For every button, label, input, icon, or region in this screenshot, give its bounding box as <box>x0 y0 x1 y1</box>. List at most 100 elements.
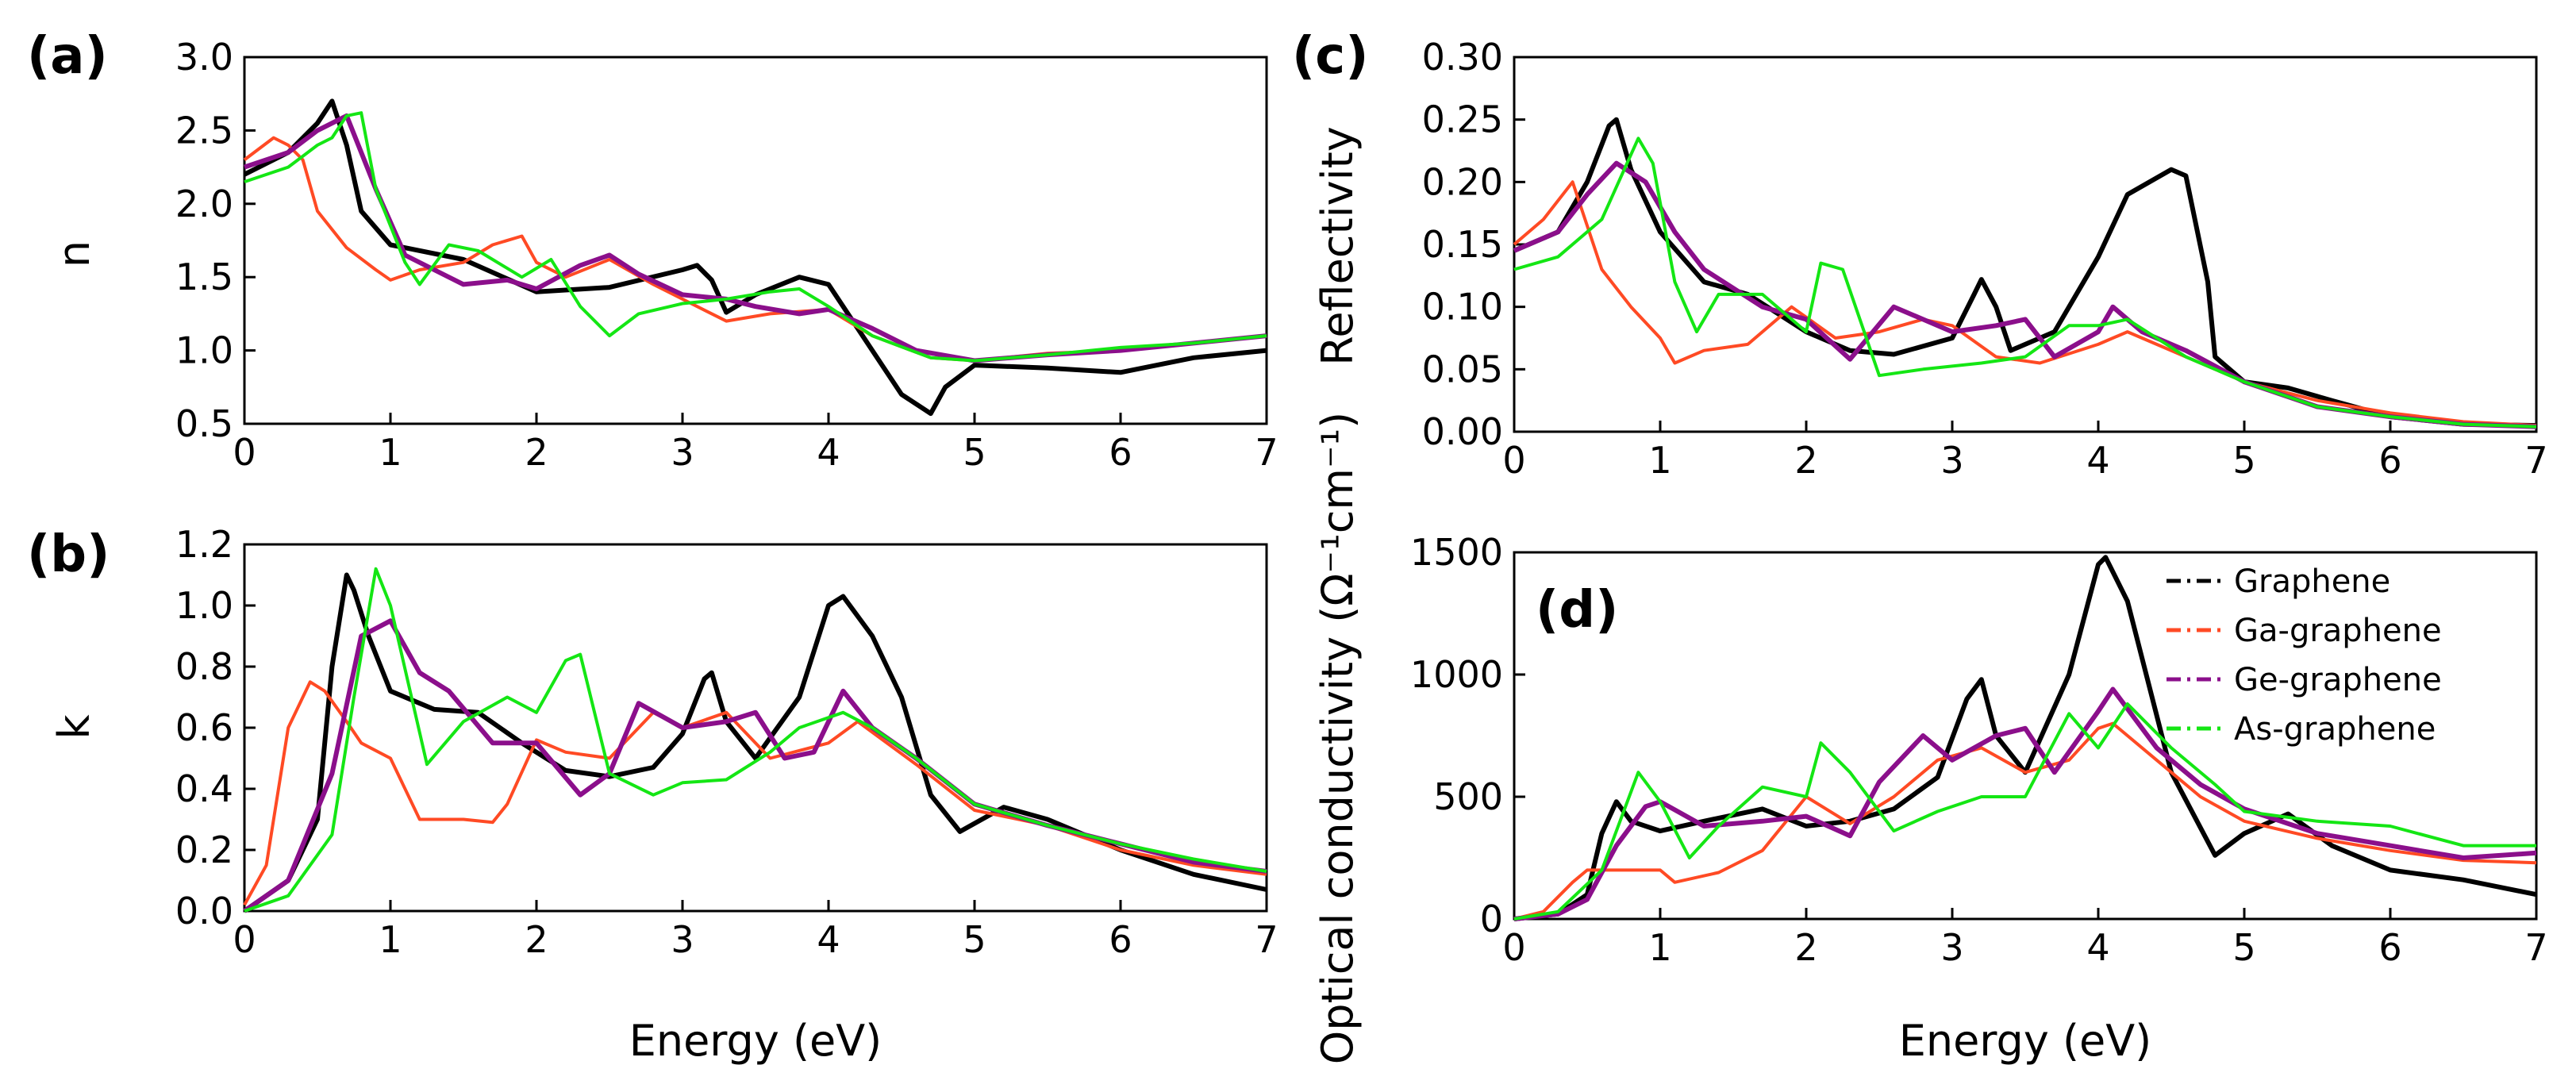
panel-a-ytick-label: 2.5 <box>175 109 233 152</box>
panel-c: 0 1 2 3 4 5 6 7 0.00 0.05 0.10 0.15 0.20 0.25 0.30 (c)… <box>1292 27 2548 482</box>
panel-d-lines <box>1513 555 2537 921</box>
panel-c-ylabel: Reflectivity <box>1313 126 1363 366</box>
panel-b-xtick-label: 7 <box>1255 918 1278 961</box>
legend-label: Ge-graphene <box>2234 662 2442 698</box>
panel-d-ytick-label: 500 <box>1433 775 1503 818</box>
panel-b-xtick-label: 3 <box>671 918 694 961</box>
panel-b-ytick-label: 0.6 <box>175 706 233 749</box>
panel-b-ytick-label: 0.8 <box>175 645 233 688</box>
series-line-as-graphene <box>1513 702 2536 921</box>
panel-a-ylabel: n <box>49 240 99 267</box>
series-line-ge-graphene <box>1513 686 2537 921</box>
panel-b-xlabel: Energy (eV) <box>629 1016 882 1066</box>
series-line-graphene <box>243 98 1267 417</box>
panel-c-ytick-label: 0.10 <box>1422 286 1503 329</box>
panel-b-label: (b) <box>27 525 110 584</box>
series-line-graphene <box>243 572 1267 913</box>
panel-a-ytick-label: 0.5 <box>175 402 233 445</box>
panel-b-lines <box>243 567 1267 913</box>
panel-a-xtick-label: 6 <box>1109 431 1132 474</box>
panel-d-xtick-label: 7 <box>2524 926 2547 969</box>
series-line-ga-graphene <box>1513 721 2537 921</box>
panel-b-xtick-label: 6 <box>1109 918 1132 961</box>
panel-a-xtick-label: 4 <box>817 431 840 474</box>
legend: Graphene Ga-graphene Ge-graphene As-graphen… <box>2167 563 2442 748</box>
panel-c-ytick-label: 0.00 <box>1422 410 1503 453</box>
series-line-ga-graphene <box>243 680 1267 906</box>
series-line-as-graphene <box>1513 136 2537 429</box>
panel-b-ylabel: k <box>49 714 99 740</box>
panel-a-ytick-label: 1.0 <box>175 329 233 372</box>
panel-b-frame <box>243 543 1268 913</box>
panel-b-ytick-label: 1.2 <box>175 523 233 566</box>
legend-label: Ga-graphene <box>2234 613 2442 649</box>
legend-label: As-graphene <box>2234 711 2436 748</box>
panel-a-frame <box>243 56 1268 425</box>
panel-b-xtick-label: 1 <box>379 918 402 961</box>
panel-c-xtick-label: 6 <box>2378 439 2401 482</box>
panel-c-xtick-label: 5 <box>2232 439 2255 482</box>
series-line-ge-graphene <box>1513 160 2537 429</box>
panel-b-xtick-label: 2 <box>525 918 548 961</box>
panel-a-xtick-label: 2 <box>525 431 548 474</box>
series-line-ga-graphene <box>243 136 1267 363</box>
panel-b-ytick-label: 0.0 <box>175 890 233 932</box>
panel-a-xtick-label: 1 <box>379 431 402 474</box>
panel-c-xtick-label: 3 <box>1940 439 1963 482</box>
panel-c-ytick-label: 0.05 <box>1422 348 1503 390</box>
panel-b: 0 1 2 3 4 5 6 7 0.0 0.2 0.4 0.6 0.8 1.0 1.2 (b) k Ener… <box>27 523 1278 1066</box>
panel-a-lines <box>243 98 1267 417</box>
series-line-graphene <box>1513 117 2537 429</box>
panel-d-xtick-label: 1 <box>1648 926 1671 969</box>
panel-b-xtick-label: 5 <box>963 918 986 961</box>
panel-a-ytick-label: 1.5 <box>175 256 233 298</box>
panel-c-xtick-label: 1 <box>1648 439 1671 482</box>
panel-d-ytick-label: 0 <box>1480 898 1503 940</box>
panel-d-ytick-label: 1500 <box>1410 531 1503 574</box>
series-line-as-graphene <box>244 567 1267 913</box>
panel-d-ticks: 0 1 2 3 4 5 6 7 0 500 1000 1500 <box>1410 531 2548 969</box>
panel-b-ticks: 0 1 2 3 4 5 6 7 0.0 0.2 0.4 0.6 0.8 1.0 1.2 <box>175 523 1278 961</box>
panel-c-xtick-label: 2 <box>1794 439 1817 482</box>
panel-b-ytick-label: 1.0 <box>175 584 233 627</box>
panel-d-xtick-label: 5 <box>2232 926 2255 969</box>
panel-c-xtick-label: 0 <box>1502 439 1525 482</box>
panel-b-ytick-label: 0.4 <box>175 767 233 810</box>
series-line-ge-graphene <box>243 618 1267 913</box>
panel-a-xtick-label: 7 <box>1255 431 1278 474</box>
panel-d-label: (d) <box>1536 581 1618 640</box>
panel-c-ytick-label: 0.15 <box>1422 223 1503 266</box>
panel-c-xtick-label: 4 <box>2086 439 2109 482</box>
panel-d-xtick-label: 3 <box>1940 926 1963 969</box>
panel-d-xtick-label: 2 <box>1794 926 1817 969</box>
panel-d-xlabel: Energy (eV) <box>1899 1016 2152 1066</box>
panel-c-ytick-label: 0.20 <box>1422 160 1503 203</box>
panel-c-ytick-label: 0.25 <box>1422 98 1503 141</box>
series-line-ge-graphene <box>244 113 1267 363</box>
panel-d-frame <box>1513 551 2538 921</box>
panel-c-xtick-label: 7 <box>2524 439 2547 482</box>
panel-c-ytick-label: 0.30 <box>1422 36 1503 79</box>
panel-a-label: (a) <box>27 27 108 86</box>
panel-a-ytick-label: 3.0 <box>175 36 233 79</box>
panel-d-ytick-label: 1000 <box>1410 653 1503 696</box>
series-line-as-graphene <box>244 111 1267 363</box>
panel-a: 0 1 2 3 4 5 6 7 0.5 1.0 1.5 2.0 2.5 3.0 (a) n <box>27 27 1278 474</box>
legend-label: Graphene <box>2234 563 2390 600</box>
panel-b-xtick-label: 4 <box>817 918 840 961</box>
panel-a-ytick-label: 2.0 <box>175 183 233 225</box>
panel-d-ylabel: Optical conductivity (Ω⁻¹cm⁻¹) <box>1313 412 1363 1064</box>
panel-d: 0 1 2 3 4 5 6 7 0 500 1000 1500 (d) Optical conduct… <box>1313 412 2548 1066</box>
panel-a-ticks: 0 1 2 3 4 5 6 7 0.5 1.0 1.5 2.0 2.5 3.0 <box>175 36 1278 474</box>
panel-b-ytick-label: 0.2 <box>175 828 233 871</box>
panel-a-xtick-label: 5 <box>963 431 986 474</box>
panel-c-label: (c) <box>1292 27 1368 86</box>
series-line-graphene <box>1513 555 2537 921</box>
panel-c-lines <box>1513 117 2537 429</box>
panel-b-xtick-label: 0 <box>233 918 256 961</box>
panel-d-xtick-label: 4 <box>2086 926 2109 969</box>
panel-d-xtick-label: 0 <box>1502 926 1525 969</box>
panel-a-xtick-label: 3 <box>671 431 694 474</box>
panel-d-xtick-label: 6 <box>2378 926 2401 969</box>
